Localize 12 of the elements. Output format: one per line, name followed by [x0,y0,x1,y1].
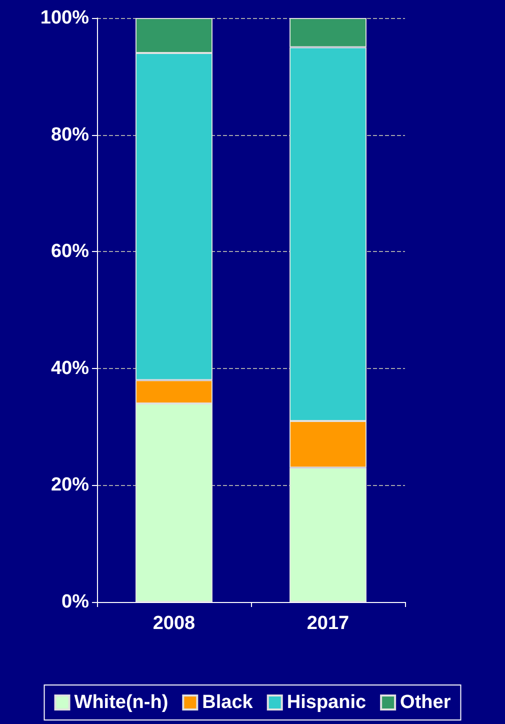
y-tick-label: 80% [50,124,90,146]
y-tick-label: 0% [62,592,90,612]
y-tick-label: 40% [50,358,90,379]
y-tick-label: 100% [40,8,90,28]
legend-label: White(n-h) [74,692,168,713]
x-tick-label: 2017 [306,613,350,634]
legend-label: Hispanic [286,692,366,713]
y-tick-label: 20% [50,474,90,496]
legend-label: Black [202,692,254,713]
legend-label: Other [400,692,452,713]
y-tick-label: 60% [50,241,90,262]
x-tick-label: 2008 [152,613,196,634]
